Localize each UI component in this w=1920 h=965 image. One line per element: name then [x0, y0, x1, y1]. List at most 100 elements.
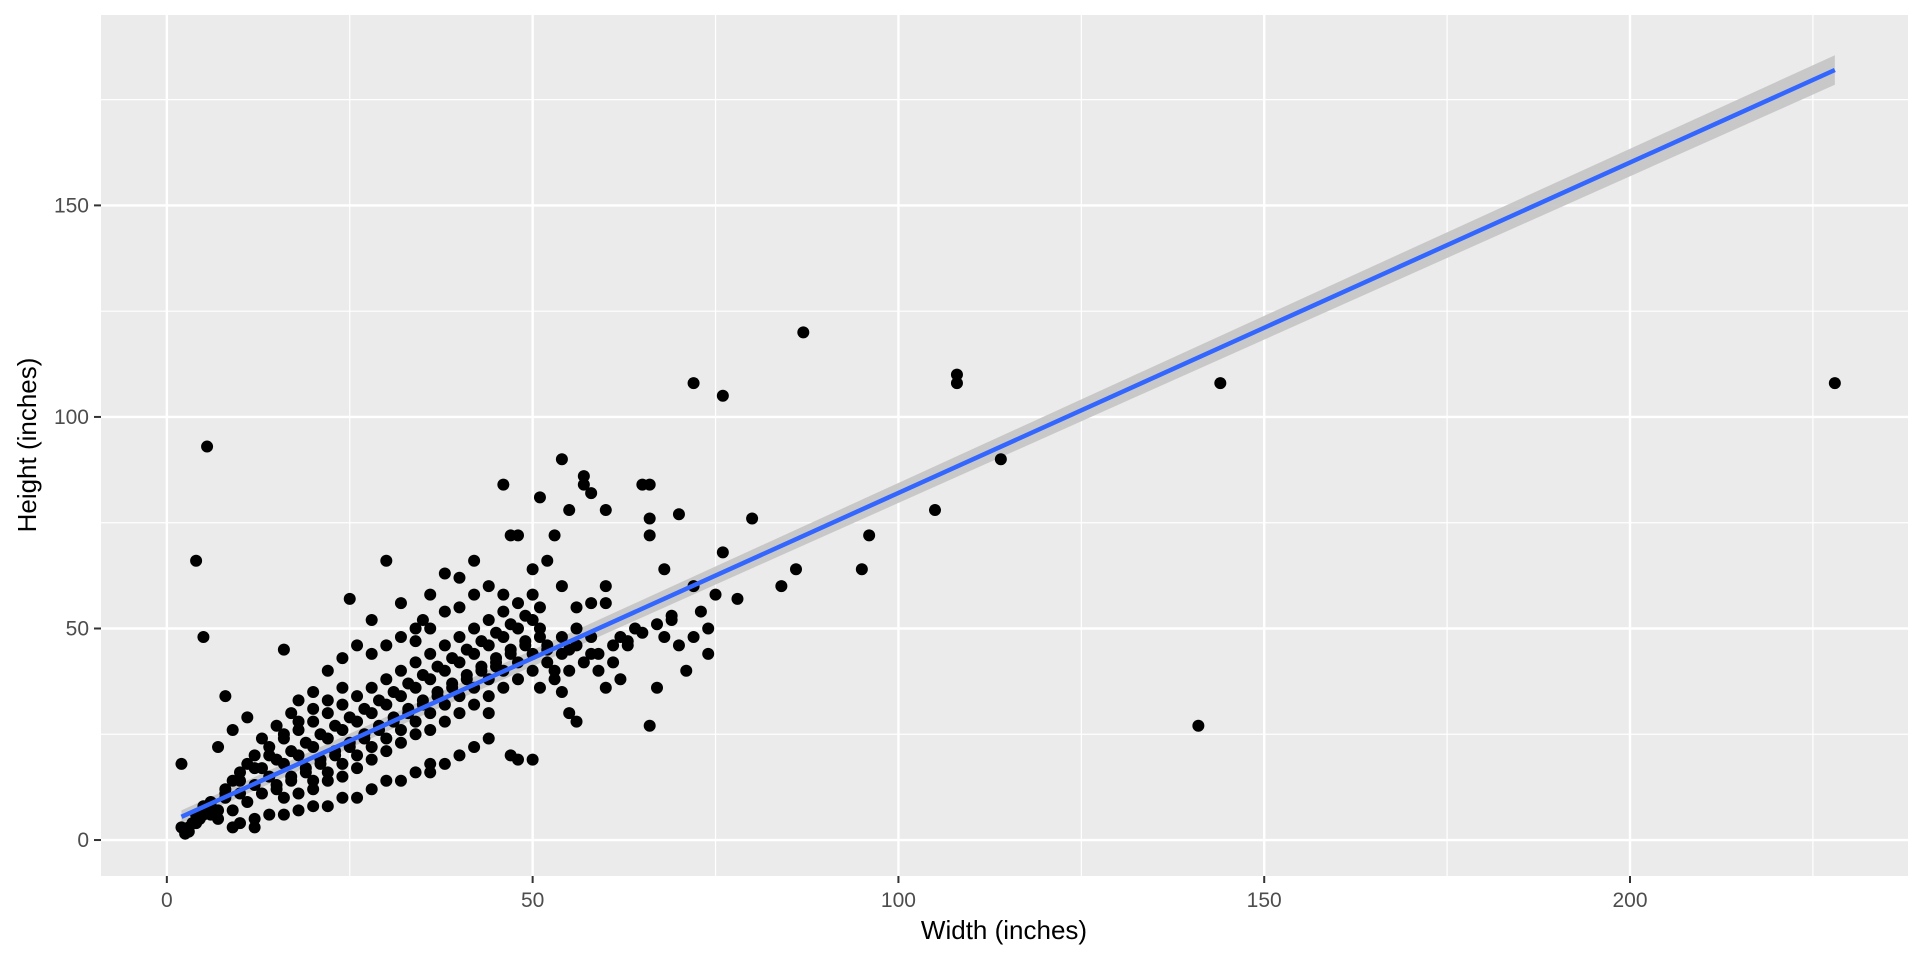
scatter-point: [438, 698, 451, 711]
scatter-point: [424, 707, 437, 720]
scatter-point: [394, 690, 407, 703]
y-tick-label: 150: [54, 194, 89, 217]
scatter-point: [592, 664, 605, 677]
scatter-point: [307, 702, 320, 715]
x-axis-title: Width (inches): [921, 915, 1087, 945]
scatter-point: [409, 622, 422, 635]
scatter-point: [482, 690, 495, 703]
scatter-point: [687, 630, 700, 643]
scatter-point: [343, 592, 356, 605]
scatter-point: [336, 770, 349, 783]
scatter-point: [555, 453, 568, 466]
scatter-point: [453, 707, 466, 720]
scatter-point: [468, 588, 481, 601]
x-tick-label: 200: [1612, 889, 1647, 912]
scatter-point: [526, 753, 539, 766]
scatter-point: [336, 652, 349, 665]
scatter-point: [643, 529, 656, 542]
scatter-point: [321, 774, 334, 787]
scatter-point: [555, 580, 568, 593]
scatter-point: [321, 707, 334, 720]
scatter-point: [555, 647, 568, 660]
scatter-point: [263, 740, 276, 753]
scatter-point: [424, 757, 437, 770]
scatter-point: [226, 724, 239, 737]
scatter-point: [512, 597, 524, 610]
scatter-point: [248, 762, 261, 775]
scatter-point: [321, 800, 334, 813]
scatter-point: [504, 643, 517, 656]
scatter-point: [994, 453, 1007, 466]
scatter-point: [255, 787, 268, 800]
scatter-point: [746, 512, 759, 525]
scatter-point: [336, 698, 349, 711]
scatter-point: [468, 647, 481, 660]
scatter-point: [731, 592, 744, 605]
scatter-point: [790, 563, 802, 576]
scatter-point: [175, 757, 188, 770]
scatter-point: [592, 647, 605, 660]
scatter-point: [307, 740, 320, 753]
scatter-point: [292, 804, 305, 817]
scatter-point: [497, 605, 510, 618]
scatter-point: [351, 639, 364, 652]
scatter-point: [797, 326, 810, 339]
scatter-point: [482, 614, 495, 627]
scatter-point: [512, 673, 524, 686]
scatter-point: [563, 504, 576, 517]
scatter-point: [380, 673, 393, 686]
scatter-point: [672, 639, 685, 652]
scatter-point: [621, 635, 634, 648]
scatter-point: [336, 724, 349, 737]
scatter-point: [658, 630, 671, 643]
scatter-point: [453, 601, 466, 614]
scatter-point: [365, 681, 378, 694]
scatter-point: [197, 630, 210, 643]
scatter-point: [270, 779, 283, 792]
scatter-point: [285, 707, 298, 720]
scatter-point: [321, 732, 334, 745]
scatter-point: [292, 715, 305, 728]
scatter-point: [548, 673, 561, 686]
scatter-point: [438, 639, 451, 652]
scatter-point: [533, 630, 546, 643]
scatter-point: [307, 715, 320, 728]
scatter-point: [277, 728, 290, 741]
scatter-point: [658, 563, 671, 576]
scatter-point: [460, 669, 473, 682]
scatter-point: [182, 825, 195, 838]
scatter-point: [563, 664, 576, 677]
scatter-point: [855, 563, 868, 576]
scatter-point: [424, 647, 437, 660]
scatter-point: [321, 664, 334, 677]
scatter-point: [570, 622, 583, 635]
scatter-point: [365, 783, 378, 796]
scatter-point: [687, 377, 700, 390]
scatter-point: [512, 753, 524, 766]
scatter-point: [270, 719, 283, 732]
scatter-point: [351, 690, 364, 703]
scatter-point: [190, 554, 203, 567]
scatter-point: [570, 601, 583, 614]
scatter-point: [234, 774, 246, 787]
scatter-point: [548, 529, 561, 542]
scatter-point: [416, 694, 429, 707]
scatter-point: [380, 554, 393, 567]
scatter-point: [394, 597, 407, 610]
scatter-point: [424, 673, 437, 686]
scatter-point: [482, 732, 495, 745]
scatter-point: [636, 626, 649, 639]
scatter-point: [365, 707, 378, 720]
regression-line: [180, 67, 1836, 819]
scatter-point: [585, 597, 598, 610]
scatter-point: [409, 635, 422, 648]
scatter-point: [929, 504, 941, 517]
scatter-point: [555, 685, 568, 698]
scatter-point: [394, 724, 407, 737]
scatter-point: [577, 478, 590, 491]
scatter-point: [365, 740, 378, 753]
scatter-point: [526, 563, 539, 576]
scatter-point: [424, 766, 437, 779]
scatter-point: [416, 614, 429, 627]
scatter-point: [526, 614, 539, 627]
